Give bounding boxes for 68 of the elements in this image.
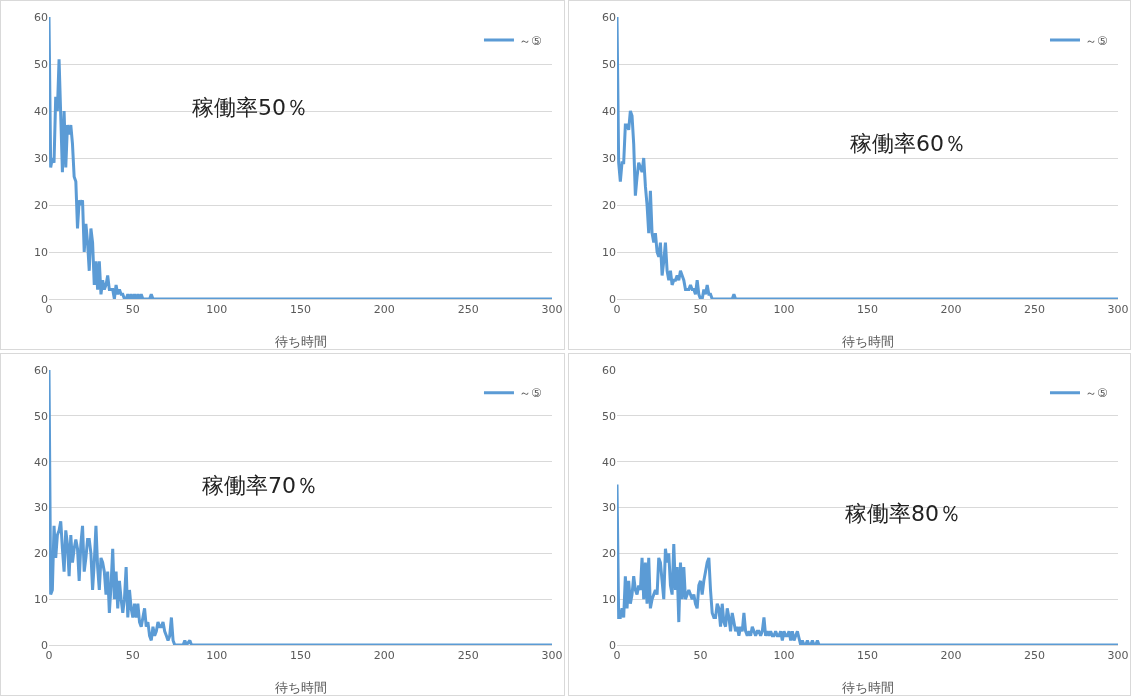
y-tick-label: 30 [34,501,48,515]
annotation: 稼働率50％ [192,95,308,120]
y-tick-label: 50 [602,57,616,71]
y-tick-label: 50 [34,409,48,423]
y-tick-label: 50 [602,409,616,423]
y-tick-label: 20 [34,547,48,561]
x-tick-label: 50 [693,649,708,663]
legend-label: ～⑤ [1084,33,1108,48]
x-tick-label: 50 [693,303,708,317]
y-tick-label: 60 [602,363,616,377]
y-tick-label: 30 [34,151,48,165]
y-tick-label: 60 [34,363,48,377]
x-axis-title: 待ち時間 [274,334,327,349]
y-tick-label: 10 [34,245,48,259]
x-tick-label: 300 [1107,303,1129,317]
y-tick-label: 50 [34,57,48,71]
line-series [617,17,1118,299]
y-tick-label: 60 [34,10,48,24]
line-series [617,483,1118,645]
y-tick-label: 10 [602,245,616,259]
legend-label: ～⑤ [1084,386,1108,401]
x-tick-label: 100 [206,649,228,663]
y-tick-label: 0 [609,292,616,306]
y-tick-label: 0 [41,638,48,652]
y-tick-label: 20 [602,547,616,561]
annotation: 稼働率60％ [850,131,966,156]
y-tick-label: 40 [34,455,48,469]
y-tick-label: 60 [602,10,616,24]
x-tick-label: 100 [773,303,795,317]
x-tick-label: 200 [940,649,962,663]
x-axis-title: 待ち時間 [841,334,894,349]
x-axis-title: 待ち時間 [274,680,327,695]
x-tick-label: 300 [1107,649,1129,663]
x-tick-label: 150 [290,649,311,663]
x-tick-label: 50 [125,303,140,317]
y-tick-label: 10 [602,593,616,607]
y-tick-label: 20 [34,198,48,212]
y-tick-label: 40 [602,104,616,118]
line-series [49,370,552,645]
y-tick-label: 10 [34,593,48,607]
x-tick-label: 100 [206,303,228,317]
y-tick-label: 30 [602,151,616,165]
y-tick-label: 20 [602,198,616,212]
y-tick-label: 40 [34,104,48,118]
x-tick-label: 250 [457,649,479,663]
y-tick-label: 40 [602,455,616,469]
x-axis-title: 待ち時間 [841,680,894,695]
y-tick-label: 0 [609,638,616,652]
x-tick-label: 150 [857,649,878,663]
legend-label: ～⑤ [518,33,542,48]
x-tick-label: 100 [773,649,795,663]
x-tick-label: 150 [290,303,311,317]
line-series [49,17,552,299]
x-tick-label: 300 [541,303,563,317]
x-tick-label: 200 [373,649,395,663]
x-tick-label: 150 [857,303,878,317]
annotation: 稼働率70％ [202,473,318,498]
x-tick-label: 250 [457,303,479,317]
x-tick-label: 50 [125,649,140,663]
y-tick-label: 0 [41,292,48,306]
x-tick-label: 300 [541,649,563,663]
x-tick-label: 250 [1024,649,1045,663]
legend-label: ～⑤ [518,386,542,401]
x-tick-label: 250 [1024,303,1045,317]
annotation: 稼働率80％ [845,501,961,526]
x-tick-label: 200 [940,303,962,317]
x-tick-label: 200 [373,303,395,317]
y-tick-label: 30 [602,501,616,515]
